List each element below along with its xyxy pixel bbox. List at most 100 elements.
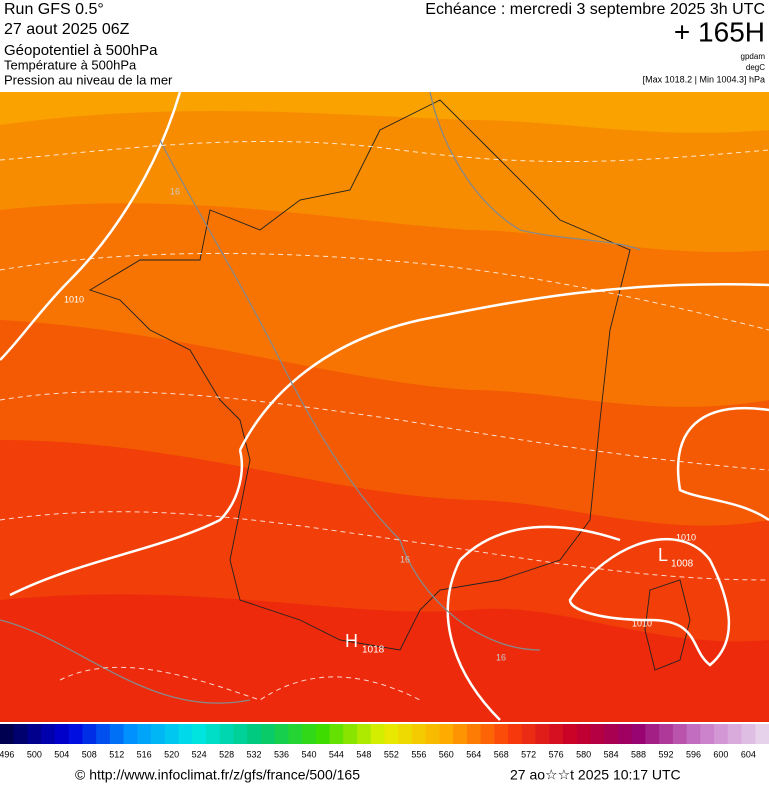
isobar — [568, 537, 731, 667]
color-swatch — [425, 724, 440, 744]
color-swatch — [205, 724, 221, 744]
color-swatch — [576, 724, 591, 744]
color-swatch — [604, 724, 619, 744]
colorbar-label: 536 — [274, 749, 289, 759]
color-swatch — [508, 724, 523, 744]
colorbar-label: 548 — [356, 749, 371, 759]
colorbar-label: 568 — [494, 749, 509, 759]
color-swatch — [82, 724, 97, 744]
colorbar-label: 572 — [521, 749, 536, 759]
colorbar-label: 496 — [0, 749, 14, 759]
color-swatch — [686, 724, 701, 744]
contour-label: 1010 — [64, 294, 84, 304]
color-swatch — [453, 724, 468, 744]
color-swatch — [563, 724, 578, 744]
color-swatch — [151, 724, 166, 744]
colorbar-label: 516 — [137, 749, 152, 759]
colorbar-label: 588 — [631, 749, 646, 759]
contour-label: 16 — [496, 652, 506, 662]
color-swatch — [659, 724, 674, 744]
color-swatch — [27, 724, 42, 744]
high-value: 1018 — [362, 645, 385, 656]
color-swatch — [755, 724, 769, 744]
header: Run GFS 0.5° 27 aout 2025 06Z Géopotenti… — [4, 1, 765, 87]
unit: gpdam — [741, 52, 766, 61]
color-swatch — [343, 724, 358, 744]
isobar — [676, 406, 769, 522]
color-swatch — [329, 724, 344, 744]
color-swatch — [741, 724, 756, 744]
map: 1010 1010 1010 16 16 16 H 1018 L 1008 — [0, 91, 769, 722]
field: Pression au niveau de la mer — [4, 72, 173, 87]
color-swatch — [54, 724, 70, 744]
color-swatch — [714, 724, 729, 744]
color-swatch — [411, 724, 427, 744]
color-swatch — [590, 724, 605, 744]
colorbar-label: 604 — [741, 749, 756, 759]
color-swatch — [466, 724, 482, 744]
color-swatch — [0, 724, 15, 744]
colorbar-label: 600 — [713, 749, 728, 759]
isotherm — [429, 91, 641, 251]
color-swatch — [617, 724, 633, 744]
color-swatch — [631, 724, 646, 744]
color-swatch — [288, 724, 303, 744]
color-swatch — [123, 724, 138, 744]
color-swatch — [68, 724, 83, 744]
color-swatch — [357, 724, 372, 744]
color-swatch — [96, 724, 111, 744]
colorbar-label: 528 — [219, 749, 234, 759]
run-date: 27 aout 2025 06Z — [4, 21, 130, 38]
color-swatch — [219, 724, 234, 744]
color-swatch — [302, 724, 317, 744]
color-swatch — [41, 724, 56, 744]
band — [0, 92, 769, 133]
date: 27 ao☆☆t 2025 10:17 UTC — [510, 767, 681, 783]
colorbar-label: 556 — [411, 749, 426, 759]
color-swatch — [521, 724, 537, 744]
colorbar-label: 520 — [164, 749, 179, 759]
color-swatch — [178, 724, 193, 744]
dashed-line — [0, 140, 769, 163]
color-swatch — [645, 724, 660, 744]
field: Température à 500hPa — [4, 57, 137, 72]
low-value: 1008 — [671, 559, 694, 570]
color-swatch — [260, 724, 276, 744]
colorbar-label: 564 — [466, 749, 481, 759]
color-swatch — [535, 724, 550, 744]
coastline — [644, 579, 691, 671]
low-marker: L — [658, 545, 668, 565]
colorbar-label: 500 — [27, 749, 42, 759]
colorbar-label: 584 — [604, 749, 619, 759]
coastline — [88, 99, 631, 651]
colorbar-label: 596 — [686, 749, 701, 759]
color-swatch — [549, 724, 564, 744]
colorbar: 496 500 504 508 512 516 520 524 528 532 536 540 544 5… — [0, 724, 769, 759]
color-swatch — [398, 724, 413, 744]
color-swatch — [494, 724, 509, 744]
colorbar-label: 540 — [301, 749, 316, 759]
color-swatch — [137, 724, 152, 744]
colorbar-label: 592 — [658, 749, 673, 759]
colorbar-label: 576 — [549, 749, 564, 759]
isobar — [238, 282, 769, 451]
color-swatch — [315, 724, 331, 744]
color-swatch — [439, 724, 454, 744]
dashed-line — [0, 252, 769, 331]
colorbar-label: 508 — [82, 749, 97, 759]
color-swatch — [247, 724, 262, 744]
colorbar-label: 532 — [247, 749, 262, 759]
field: Géopotentiel à 500hPa — [4, 42, 158, 59]
colorbar-label: 504 — [54, 749, 69, 759]
dashed-line — [0, 391, 769, 471]
color-swatch — [370, 724, 385, 744]
dashed-line — [59, 666, 421, 701]
run: Run GFS 0.5° — [4, 1, 104, 18]
color-swatch — [164, 724, 180, 744]
colorbar-label: 560 — [439, 749, 454, 759]
source: © http://www.infoclimat.fr/z/gfs/france/… — [75, 767, 360, 783]
colorbar-label: 512 — [109, 749, 124, 759]
color-swatch — [13, 724, 28, 744]
color-swatch — [480, 724, 495, 744]
